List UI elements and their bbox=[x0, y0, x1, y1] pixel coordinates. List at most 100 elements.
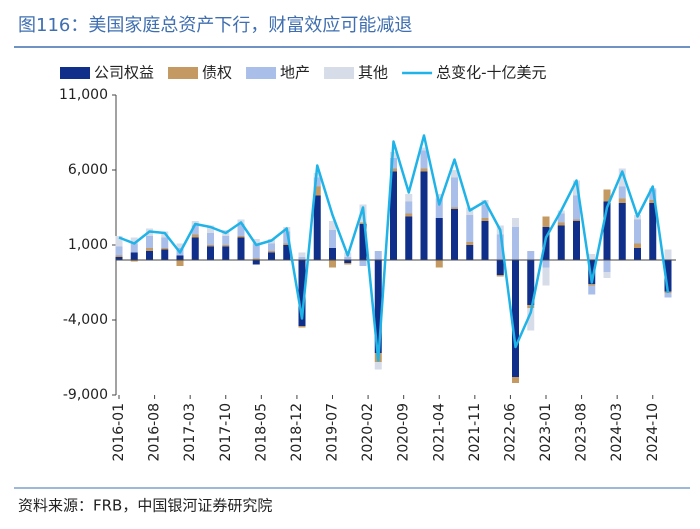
bar-segment bbox=[130, 237, 138, 244]
x-tick-label: 2020-02 bbox=[360, 403, 376, 462]
bar-segment bbox=[313, 195, 321, 260]
y-tick-label: 1,000 bbox=[68, 237, 108, 253]
y-tick-label: -9,000 bbox=[63, 387, 108, 403]
bar-segment bbox=[634, 219, 641, 244]
bar-segment bbox=[222, 245, 230, 247]
bar-segment bbox=[542, 216, 550, 227]
bar-segment bbox=[634, 243, 641, 248]
legend-label: 地产 bbox=[280, 64, 310, 82]
x-tick-label: 2016-08 bbox=[147, 403, 163, 462]
x-tick-label: 2022-06 bbox=[502, 403, 518, 462]
y-tick-label: 11,000 bbox=[59, 87, 108, 103]
chart-title: 图116：美国家庭总资产下行，财富效应可能减退 bbox=[18, 15, 412, 36]
bar-segment bbox=[374, 260, 382, 353]
bar-segment bbox=[268, 251, 275, 253]
bar-segment bbox=[481, 204, 489, 218]
legend-swatch bbox=[60, 67, 90, 79]
bar-segment bbox=[527, 251, 535, 260]
bar-segment bbox=[359, 260, 367, 266]
bar-segment bbox=[176, 255, 184, 260]
bar-segment bbox=[664, 249, 672, 260]
bar-segment bbox=[252, 260, 260, 265]
bar-segment bbox=[390, 158, 397, 169]
source: 资料来源：FRB，中国银河证券研究院 bbox=[18, 497, 272, 515]
bar-segment bbox=[603, 260, 611, 272]
bar-segment bbox=[130, 260, 138, 262]
x-tick-label: 2021-04 bbox=[431, 403, 447, 462]
bar-segment bbox=[496, 275, 504, 277]
legend-label: 债权 bbox=[202, 64, 232, 82]
legend-swatch bbox=[168, 67, 199, 79]
bar-segment bbox=[207, 245, 214, 247]
bar-segment bbox=[298, 260, 306, 326]
x-tick-label: 2017-03 bbox=[182, 403, 198, 462]
bar-segment bbox=[618, 198, 626, 203]
bar-segment bbox=[557, 225, 565, 260]
bar-segment bbox=[420, 147, 428, 151]
bar-segment bbox=[252, 258, 260, 260]
x-tick-label: 2024-03 bbox=[609, 403, 625, 462]
bar-segment bbox=[420, 150, 428, 169]
bar-segment bbox=[329, 260, 336, 268]
bar-segment bbox=[207, 246, 214, 260]
bar-segment bbox=[115, 246, 123, 256]
bar-segment bbox=[191, 237, 199, 260]
bar-segment bbox=[298, 252, 306, 257]
x-tick-label: 2021-11 bbox=[467, 403, 483, 462]
bar-segment bbox=[207, 233, 214, 245]
y-tick-label: -4,000 bbox=[63, 312, 108, 328]
y-tick-label: 6,000 bbox=[68, 162, 108, 178]
bar-segment bbox=[512, 377, 519, 383]
bar-segment bbox=[329, 230, 336, 248]
bar-segment bbox=[115, 255, 123, 257]
bar-segment bbox=[176, 260, 184, 266]
x-tick-label: 2024-10 bbox=[645, 403, 661, 462]
bar-segment bbox=[344, 260, 352, 263]
bar-segment bbox=[527, 260, 535, 305]
bar-segment bbox=[207, 225, 214, 233]
bar-segment bbox=[496, 234, 504, 260]
bar-segment bbox=[649, 203, 657, 260]
bar-segment bbox=[573, 221, 580, 260]
bar-segment bbox=[298, 257, 306, 260]
bar-segment bbox=[527, 308, 535, 331]
bar-segment bbox=[161, 249, 169, 260]
bar-segment bbox=[435, 194, 443, 199]
bar-segment bbox=[496, 260, 504, 275]
bar-segment bbox=[130, 252, 138, 260]
bar-segment bbox=[542, 260, 550, 268]
legend-label: 公司权益 bbox=[94, 64, 154, 82]
bar-segment bbox=[283, 243, 291, 245]
bar-segment bbox=[618, 203, 626, 260]
bar-segment bbox=[557, 213, 565, 223]
legend-label: 总变化-十亿美元 bbox=[436, 64, 546, 82]
bar-segment bbox=[649, 200, 657, 203]
bar-segment bbox=[329, 221, 336, 230]
bar-segment bbox=[176, 243, 184, 248]
bar-segment bbox=[603, 201, 611, 260]
x-tick-label: 2019-07 bbox=[325, 403, 341, 462]
bar-segment bbox=[466, 245, 474, 260]
bar-segment bbox=[451, 209, 458, 260]
bar-segment bbox=[512, 260, 519, 377]
bar-segment bbox=[146, 236, 153, 248]
bar-segment bbox=[603, 272, 611, 278]
bar-segment bbox=[481, 221, 489, 260]
bar-segment bbox=[252, 243, 260, 259]
bar-segment bbox=[390, 171, 397, 260]
bar-segment bbox=[588, 285, 596, 295]
x-tick-label: 2018-12 bbox=[289, 403, 305, 462]
bar-segment bbox=[512, 218, 519, 227]
bar-segment bbox=[115, 257, 123, 260]
bar-segment bbox=[451, 170, 458, 178]
bar-segment bbox=[405, 194, 413, 202]
x-tick-label: 2023-01 bbox=[538, 403, 554, 462]
bar-segment bbox=[374, 251, 382, 260]
bar-segment bbox=[344, 257, 352, 260]
bar-segment bbox=[329, 248, 336, 260]
bar-segment bbox=[191, 234, 199, 238]
bar-segment bbox=[435, 260, 443, 268]
bar-segment bbox=[313, 177, 321, 187]
x-tick-label: 2017-10 bbox=[218, 403, 234, 462]
